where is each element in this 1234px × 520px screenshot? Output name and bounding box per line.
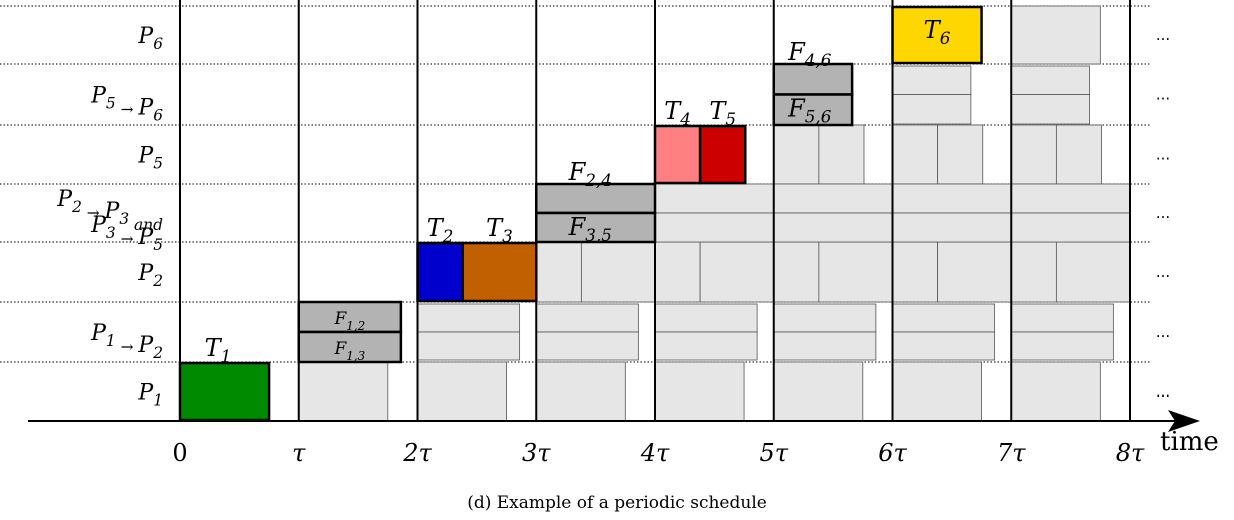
transfer-block — [535, 211, 657, 244]
continuation-dots: ........................ — [1156, 26, 1170, 401]
task-label: T4 — [664, 97, 691, 129]
ghost-block — [892, 303, 996, 333]
ghost-block — [773, 303, 877, 333]
ghost-block — [654, 361, 745, 422]
tick-label: 5τ — [759, 439, 788, 467]
ghost-block — [892, 241, 939, 303]
continuation-dots: ... — [1156, 263, 1170, 281]
ghost-block — [1010, 361, 1101, 422]
tick-label: 0 — [172, 439, 187, 467]
task-label: T1 — [205, 334, 232, 366]
ghost-block — [892, 124, 939, 185]
transfer-label: F1,3 — [333, 339, 365, 363]
ghost-block — [1010, 241, 1057, 303]
ghost-block — [654, 331, 758, 361]
time-axis-label: time — [1160, 427, 1219, 457]
row-label: P2 → P3 and — [56, 187, 163, 234]
row-label: P3 → P5 — [90, 213, 163, 254]
row-label: P2 — [137, 261, 163, 290]
ghost-block — [1055, 124, 1102, 185]
ghost-block — [773, 331, 877, 361]
ghost-block — [298, 361, 389, 422]
row-label: P1 → P2 — [90, 321, 163, 362]
ghost-block — [535, 361, 626, 422]
ghost-block — [580, 241, 656, 303]
schedule-blocks: T1 T2 T3 T4 T5 T6 F1,2 F1,3 F2,4 F3,5 F4,6 F5,6 — [178, 5, 983, 422]
ghost-block — [818, 124, 865, 185]
transfer-label: F1,2 — [333, 309, 365, 333]
row-label: P1 — [137, 381, 163, 410]
transfer-block — [535, 182, 657, 215]
task-block — [461, 241, 538, 303]
tick-label: τ — [292, 439, 306, 467]
task-block — [416, 241, 464, 303]
time-axis-arrowhead — [1168, 410, 1200, 432]
continuation-dots: ... — [1156, 86, 1170, 104]
continuation-dots: ... — [1156, 204, 1170, 222]
ghost-block — [535, 241, 582, 303]
ghost-block — [937, 124, 984, 185]
tick-label: 7τ — [997, 439, 1026, 467]
ghost-block — [773, 124, 820, 185]
figure-caption: (d) Example of a periodic schedule — [467, 493, 767, 513]
row-label: P6 — [137, 24, 163, 53]
task-label: T3 — [486, 214, 513, 246]
tick-label: 2τ — [402, 439, 432, 467]
transfer-label: F3,5 — [568, 213, 612, 245]
ghost-block — [1010, 65, 1091, 95]
task-block — [178, 361, 271, 422]
transfer-label: F5,6 — [787, 95, 832, 127]
task-label: T6 — [924, 16, 951, 48]
tick-label: 8τ — [1116, 439, 1145, 467]
task-block — [653, 124, 702, 185]
ghost-block — [1010, 303, 1114, 333]
ghost-block — [1010, 5, 1101, 65]
transfer-block — [772, 62, 854, 96]
row-label: P5 → P6 — [90, 84, 163, 125]
transfer-label: F2,4 — [568, 158, 612, 190]
ghost-block — [937, 241, 1012, 303]
ghost-block — [654, 303, 758, 333]
transfer-block — [297, 330, 403, 364]
ghost-block — [892, 331, 996, 361]
tick-label: 4τ — [640, 439, 670, 467]
ghost-block — [773, 241, 820, 303]
repeated-schedule-blocks — [298, 5, 1131, 422]
ghost-block — [417, 303, 521, 333]
tick-label: 3τ — [522, 439, 551, 467]
ghost-block — [892, 65, 972, 95]
continuation-dots: ... — [1156, 146, 1170, 164]
ghost-block — [417, 331, 521, 361]
continuation-dots: ... — [1156, 383, 1170, 401]
transfer-block — [772, 93, 854, 127]
row-label: P5 — [137, 144, 163, 173]
task-label: T2 — [427, 214, 454, 246]
ghost-block — [892, 94, 972, 125]
ghost-block — [654, 241, 701, 303]
ghost-block — [1010, 94, 1091, 125]
time-axis: 0 τ 2τ 3τ 4τ 5τ 6τ 7τ 8τ — [28, 0, 1200, 467]
ghost-block — [1055, 241, 1131, 303]
ghost-block — [535, 331, 639, 361]
continuation-dots: ... — [1156, 383, 1170, 401]
continuation-dots: ... — [1156, 26, 1170, 44]
transfer-label: F4,6 — [787, 38, 832, 70]
ghost-block — [417, 361, 507, 422]
task-block — [891, 5, 983, 65]
ghost-block — [818, 241, 893, 303]
ghost-block — [699, 241, 775, 303]
tick-label: 6τ — [878, 439, 907, 467]
ghost-block — [535, 303, 639, 333]
ghost-block — [1010, 124, 1057, 185]
continuation-dots: ... — [1156, 323, 1170, 341]
ghost-block — [773, 361, 864, 422]
ghost-block — [1010, 331, 1114, 361]
task-block — [698, 124, 747, 185]
ghost-block — [892, 361, 982, 422]
task-label: T5 — [709, 97, 736, 129]
